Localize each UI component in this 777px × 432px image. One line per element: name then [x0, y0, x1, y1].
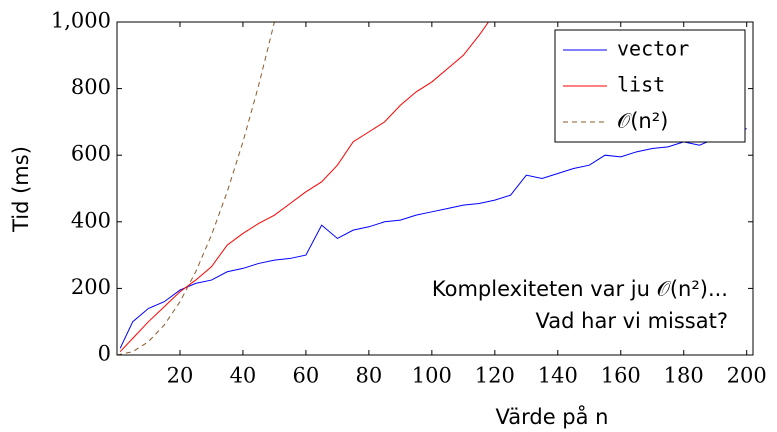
axis-box — [116, 21, 754, 356]
annotation: Vad har vi missat? — [536, 309, 728, 333]
x-tick-label: 60 — [293, 364, 320, 388]
x-tick-label: 160 — [601, 364, 641, 388]
x-tick-label: 120 — [475, 364, 515, 388]
x-tick-label: 180 — [664, 364, 704, 388]
x-tick-label: 20 — [167, 364, 194, 388]
legend-label: vector — [617, 37, 689, 61]
y-tick-label: 800 — [71, 75, 111, 99]
y-axis-label: Tid (ms) — [9, 146, 33, 233]
plot-area — [117, 22, 747, 355]
x-tick-label: 140 — [538, 364, 578, 388]
series-line — [119, 128, 747, 349]
x-tick-label: 40 — [230, 364, 257, 388]
series-line — [117, 22, 275, 355]
x-axis-label: Värde på n — [496, 404, 609, 429]
y-tick-label: 0 — [98, 342, 111, 366]
y-tick-label: 600 — [71, 142, 111, 166]
x-tick-label: 200 — [727, 364, 767, 388]
x-tick-label: 100 — [412, 364, 452, 388]
y-tick-label: 1,000 — [51, 9, 111, 33]
legend-label: list — [617, 73, 665, 97]
series-line — [119, 22, 489, 353]
legend-label: 𝒪(n²) — [617, 109, 668, 133]
y-tick-label: 200 — [71, 275, 111, 299]
x-tick-label: 80 — [356, 364, 383, 388]
y-tick-label: 400 — [71, 208, 111, 232]
annotation: Komplexiteten var ju 𝒪(n²)... — [432, 277, 728, 301]
